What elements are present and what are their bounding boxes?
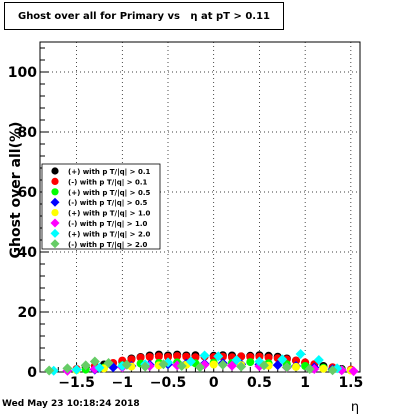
y-tick-label: 60 xyxy=(18,185,38,201)
data-point xyxy=(140,361,151,372)
legend-marker xyxy=(51,209,59,217)
x-tick-label: 0 xyxy=(209,375,219,391)
data-point xyxy=(127,355,136,364)
data-point xyxy=(176,361,187,371)
data-point xyxy=(173,352,182,361)
data-point xyxy=(304,364,315,374)
data-point xyxy=(327,365,338,376)
data-point xyxy=(182,352,191,361)
x-tick-label: −1 xyxy=(112,375,133,391)
data-point xyxy=(231,355,242,365)
data-point xyxy=(259,360,269,371)
x-tick-label: −0.5 xyxy=(150,375,187,391)
data-point xyxy=(227,360,237,371)
legend-label: (-) with p T/|q| > 1.0 xyxy=(68,220,148,229)
legend-label: (-) with p T/|q| > 2.0 xyxy=(68,241,148,250)
data-point xyxy=(272,360,283,371)
legend-marker xyxy=(51,188,59,196)
legend-marker xyxy=(50,239,60,249)
x-tick-label: −1.5 xyxy=(58,375,95,391)
data-point xyxy=(164,353,172,361)
legend-label: (+) with p T/|q| > 0.5 xyxy=(68,189,151,198)
chart-title: Ghost over all for Primary vs η at pT > … xyxy=(4,2,284,30)
y-tick-label: 0 xyxy=(27,365,37,381)
data-points xyxy=(44,349,359,377)
legend-marker xyxy=(51,167,59,175)
data-point xyxy=(264,353,273,362)
data-point xyxy=(154,352,163,361)
legend-label: (-) with p T/|q| > 0.1 xyxy=(68,178,148,187)
data-point xyxy=(121,359,132,370)
data-point xyxy=(292,362,300,371)
data-point xyxy=(217,359,228,370)
data-point xyxy=(185,356,196,367)
data-point xyxy=(136,353,145,362)
x-tick-label: 1.5 xyxy=(338,375,363,391)
footer-timestamp: Wed May 23 10:18:24 2018 xyxy=(2,399,140,409)
legend-box xyxy=(41,163,161,250)
data-point xyxy=(209,360,218,369)
y-tick-label: 80 xyxy=(18,125,38,141)
data-point xyxy=(89,356,100,367)
y-tick-label: 100 xyxy=(8,65,37,81)
data-point xyxy=(281,362,292,373)
data-point xyxy=(236,361,247,372)
data-point xyxy=(199,350,210,361)
data-point xyxy=(277,354,288,365)
legend-label: (-) with p T/|q| > 0.5 xyxy=(68,199,148,208)
data-point xyxy=(44,365,55,376)
legend-marker xyxy=(50,228,60,238)
data-point xyxy=(313,355,324,365)
y-tick-label: 20 xyxy=(18,305,38,321)
legend-marker xyxy=(50,218,60,228)
data-point xyxy=(103,358,114,368)
legend-marker xyxy=(50,197,60,207)
legend-label: (+) with p T/|q| > 2.0 xyxy=(68,230,151,239)
data-point xyxy=(145,353,154,361)
data-point xyxy=(158,359,169,370)
legend: (+) with p T/|q| > 0.1(-) with p T/|q| >… xyxy=(41,163,161,250)
data-point xyxy=(246,358,255,367)
y-tick-label: 40 xyxy=(18,245,38,261)
data-point xyxy=(348,366,359,377)
y-axis-label: Ghost over all(%) xyxy=(8,122,24,259)
data-point xyxy=(295,349,306,359)
data-point xyxy=(71,364,82,375)
data-point xyxy=(94,362,105,373)
data-point xyxy=(319,364,328,373)
legend-label: (+) with p T/|q| > 0.1 xyxy=(68,168,151,177)
legend-label: (+) with p T/|q| > 1.0 xyxy=(68,210,151,219)
axis-ticks: −1.5 −1 −0.5 0 0.5 1 1.5 0 20 40 60 80 100 xyxy=(8,47,363,391)
data-point xyxy=(213,351,224,362)
data-point xyxy=(62,363,73,374)
data-point xyxy=(195,362,205,373)
x-axis-label: η xyxy=(351,400,359,414)
legend-marker xyxy=(51,177,59,185)
data-point xyxy=(292,356,300,365)
x-tick-label: 0.5 xyxy=(247,375,272,391)
data-point xyxy=(80,360,91,371)
x-tick-label: 1 xyxy=(300,375,310,391)
